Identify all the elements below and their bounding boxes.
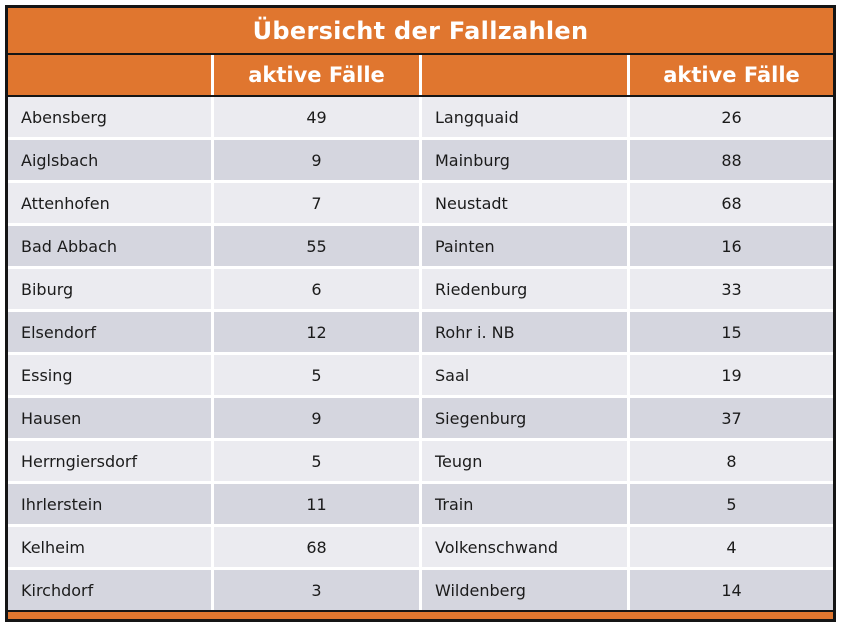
active-cases-value-cell: 68: [214, 527, 419, 567]
header-cell-municipality-right: [422, 55, 627, 95]
active-cases-value-cell: 9: [214, 398, 419, 438]
municipality-name-cell: Hausen: [8, 398, 211, 438]
municipality-name-cell: Elsendorf: [8, 312, 211, 352]
active-cases-value-cell: 19: [630, 355, 833, 395]
table-title: Übersicht der Fallzahlen: [8, 8, 833, 55]
municipality-name-cell: Attenhofen: [8, 183, 211, 223]
municipality-name-cell: Ihrlerstein: [8, 484, 211, 524]
case-table: Übersicht der Fallzahlen aktive Fälle ak…: [5, 5, 836, 622]
active-cases-value-cell: 15: [630, 312, 833, 352]
active-cases-value-cell: 6: [214, 269, 419, 309]
active-cases-value-cell: 26: [630, 97, 833, 137]
active-cases-value-cell: 37: [630, 398, 833, 438]
active-cases-value-cell: 49: [214, 97, 419, 137]
municipality-name-cell: Langquaid: [422, 97, 627, 137]
municipality-name-cell: Volkenschwand: [422, 527, 627, 567]
active-cases-value-cell: 16: [630, 226, 833, 266]
municipality-name-cell: Rohr i. NB: [422, 312, 627, 352]
municipality-name-cell: Aiglsbach: [8, 140, 211, 180]
municipality-name-cell: Biburg: [8, 269, 211, 309]
municipality-name-cell: Siegenburg: [422, 398, 627, 438]
active-cases-value-cell: 88: [630, 140, 833, 180]
municipality-name-cell: Bad Abbach: [8, 226, 211, 266]
active-cases-value-cell: 9: [214, 140, 419, 180]
header-cell-active-cases-left: aktive Fälle: [214, 55, 419, 95]
active-cases-value-cell: 8: [630, 441, 833, 481]
municipality-name-cell: Kelheim: [8, 527, 211, 567]
header-cell-municipality-left: [8, 55, 211, 95]
table-header-row: aktive Fälle aktive Fälle: [8, 55, 833, 97]
table-body: Abensberg 49 Langquaid 26 Aiglsbach 9 Mainburg…: [8, 97, 833, 610]
active-cases-value-cell: 3: [214, 570, 419, 610]
municipality-name-cell: Abensberg: [8, 97, 211, 137]
active-cases-value-cell: 5: [630, 484, 833, 524]
municipality-name-cell: Riedenburg: [422, 269, 627, 309]
active-cases-value-cell: 14: [630, 570, 833, 610]
active-cases-value-cell: 7: [214, 183, 419, 223]
municipality-name-cell: Essing: [8, 355, 211, 395]
bottom-accent-strip: [8, 610, 833, 619]
active-cases-value-cell: 5: [214, 355, 419, 395]
active-cases-value-cell: 4: [630, 527, 833, 567]
municipality-name-cell: Neustadt: [422, 183, 627, 223]
active-cases-value-cell: 33: [630, 269, 833, 309]
municipality-name-cell: Teugn: [422, 441, 627, 481]
municipality-name-cell: Saal: [422, 355, 627, 395]
municipality-name-cell: Wildenberg: [422, 570, 627, 610]
active-cases-value-cell: 68: [630, 183, 833, 223]
active-cases-value-cell: 55: [214, 226, 419, 266]
municipality-name-cell: Herrngiersdorf: [8, 441, 211, 481]
municipality-name-cell: Painten: [422, 226, 627, 266]
municipality-name-cell: Train: [422, 484, 627, 524]
municipality-name-cell: Kirchdorf: [8, 570, 211, 610]
active-cases-value-cell: 12: [214, 312, 419, 352]
active-cases-value-cell: 11: [214, 484, 419, 524]
header-cell-active-cases-right: aktive Fälle: [630, 55, 833, 95]
municipality-name-cell: Mainburg: [422, 140, 627, 180]
active-cases-value-cell: 5: [214, 441, 419, 481]
